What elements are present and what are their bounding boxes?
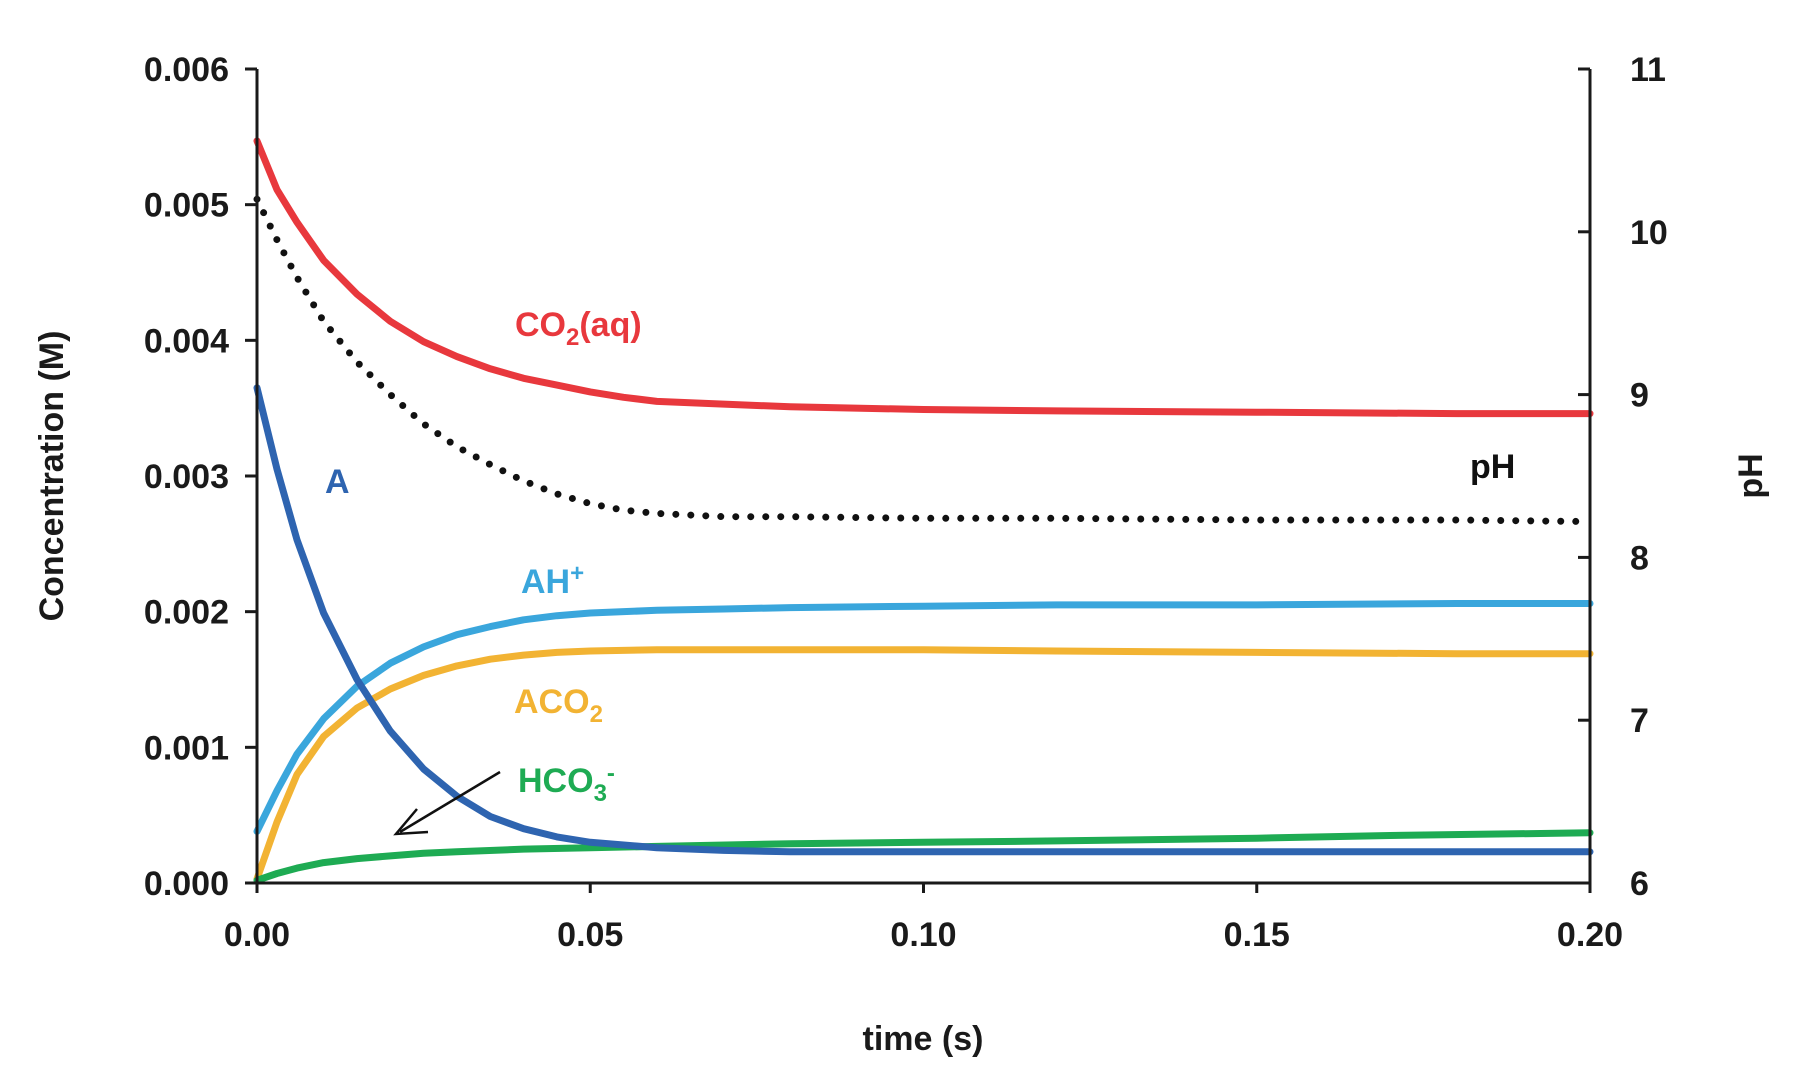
- aco2-label-base: ACO: [514, 683, 590, 721]
- y-tick-label: 0.006: [144, 51, 229, 89]
- y2-tick-label: 7: [1630, 702, 1649, 740]
- ah-label-base: AH: [521, 563, 570, 601]
- y-tick-label: 0.004: [144, 322, 229, 360]
- y-tick-label: 0.002: [144, 594, 229, 632]
- ph-dotted-line: [253, 195, 1594, 526]
- hco3-minus-line: [253, 829, 1594, 884]
- hco3-arrow: [393, 770, 501, 836]
- co2-label-rest: (aq): [579, 306, 641, 344]
- co2-label-base: CO: [515, 306, 566, 344]
- aco2-label: ACO2: [514, 683, 603, 728]
- y-axis-title: Concentration (M): [33, 331, 71, 622]
- y-tick-label: 0.003: [144, 458, 229, 496]
- ph-label: pH: [1470, 448, 1515, 486]
- aco2-line: [253, 646, 1594, 883]
- x-tick-label: 0.05: [557, 916, 623, 954]
- y-tick-label: 0.001: [144, 729, 229, 767]
- y2-tick-label: 10: [1630, 214, 1668, 252]
- series-layer: [253, 137, 1594, 884]
- y-tick-label: 0.000: [144, 865, 229, 903]
- y2-tick-label: 9: [1630, 377, 1649, 415]
- x-axis-title: time (s): [863, 1020, 984, 1058]
- y2-axis-title: pH: [1732, 453, 1770, 498]
- aco2-label-subscript: 2: [590, 701, 603, 728]
- y2-tick-label: 8: [1630, 539, 1649, 577]
- ah-label-superscript: +: [570, 560, 584, 587]
- tick-layer: 0.00 0.05 0.10 0.15 0.20 0.000 0.001 0.002 0.003…: [144, 51, 1668, 954]
- y2-tick-label: 6: [1630, 865, 1649, 903]
- x-tick-label: 0.00: [224, 916, 290, 954]
- ah-plus-label: AH+: [521, 560, 584, 601]
- a-line: [253, 384, 1594, 856]
- hco3-label-superscript: -: [607, 760, 615, 787]
- x-tick-label: 0.15: [1224, 916, 1290, 954]
- y2-tick-label: 11: [1630, 51, 1666, 89]
- co2-label-subscript: 2: [566, 324, 579, 351]
- hco3-arrow-head: [393, 808, 429, 836]
- co2-aq-label: CO2(aq): [515, 306, 642, 351]
- a-label: A: [325, 463, 350, 501]
- co2-aq-line: [253, 137, 1594, 418]
- hco3-label-base: HCO: [518, 762, 594, 800]
- x-tick-label: 0.20: [1557, 916, 1623, 954]
- y-tick-label: 0.005: [144, 187, 229, 225]
- hco3-arrow-shaft: [399, 770, 501, 834]
- ah-plus-line: [253, 600, 1594, 835]
- hco3-label-subscript: 3: [594, 780, 607, 807]
- x-tick-label: 0.10: [890, 916, 956, 954]
- hco3-minus-label: HCO3-: [518, 760, 615, 807]
